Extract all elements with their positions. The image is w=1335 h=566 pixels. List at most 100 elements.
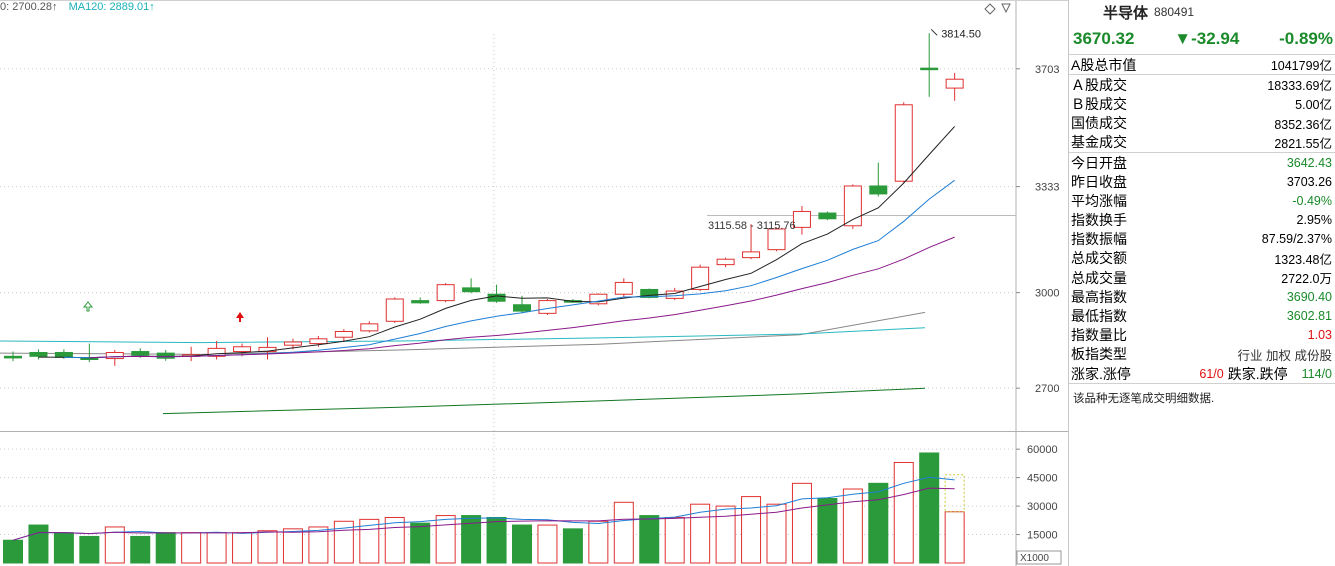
- volume-axis-label: 30000: [1027, 501, 1058, 513]
- volume-axis-label: 45000: [1027, 473, 1058, 485]
- volume-bar: [512, 524, 532, 564]
- stat-value: 1041799亿: [1270, 59, 1332, 74]
- candle-body: [843, 185, 862, 227]
- volume-bar: [842, 488, 863, 564]
- limit-up-value: 61/0: [1199, 366, 1224, 381]
- stat-row: 总成交额 1323.48亿: [1069, 249, 1335, 268]
- stat-label: 指数量比: [1071, 327, 1127, 344]
- volume-bar: [257, 530, 278, 564]
- candle-body: [589, 293, 608, 305]
- volume-bar: [868, 482, 889, 564]
- stat-rows: A股总市值 1041799亿 Ａ股成交 18333.69亿 Ｂ股成交 5.00亿 国债成交 8…: [1069, 55, 1335, 364]
- candle-body: [487, 293, 506, 302]
- volume-bar: [53, 532, 74, 564]
- ma-legend: 0: 2700.28↑ MA120: 2889.01↑: [0, 1, 163, 13]
- price-axis-label: 3333: [1035, 182, 1059, 194]
- stat-label: 最低指数: [1071, 308, 1127, 325]
- volume-bar: [537, 524, 558, 564]
- candle-body: [309, 338, 328, 345]
- candle-body: [716, 258, 735, 266]
- volume-bar: [817, 498, 838, 564]
- candle-body: [207, 347, 226, 357]
- quote-line: 3670.32 ▼-32.94 -0.89%: [1069, 24, 1335, 55]
- stat-row: 指数换手 2.95%: [1069, 211, 1335, 230]
- candle-body: [462, 287, 481, 293]
- quote-panel: 半导体 880491 3670.32 ▼-32.94 -0.89% A股总市值 1…: [1068, 0, 1335, 566]
- stat-label: 国债成交: [1071, 115, 1127, 132]
- price-change: ▼-32.94: [1174, 29, 1240, 48]
- stat-label: 指数振幅: [1071, 231, 1127, 248]
- stat-row: 最低指数 3602.81: [1069, 306, 1335, 325]
- stat-value: 行业 加权 成份股: [1237, 348, 1332, 363]
- volume-bar: [461, 515, 482, 564]
- candle-body: [385, 298, 404, 322]
- volume-bar: [232, 532, 253, 564]
- candle-body: [767, 228, 786, 251]
- price-axis-label: 3000: [1035, 288, 1059, 300]
- volume-unit-label: X1000: [1020, 553, 1049, 564]
- peak-annotation: 3814.50: [941, 28, 981, 40]
- limit-up-label: 涨家.涨停: [1071, 365, 1131, 382]
- ma120-legend: MA120: 2889.01↑: [68, 1, 155, 13]
- volume-bar: [639, 515, 660, 564]
- stat-label: 平均涨幅: [1071, 192, 1127, 209]
- volume-bar: [664, 516, 685, 564]
- stat-value: -0.49%: [1292, 193, 1332, 208]
- last-price: 3670.32: [1073, 29, 1135, 48]
- volume-bar: [791, 482, 812, 564]
- volume-bar: [690, 503, 711, 564]
- price-axis-label: 2700: [1035, 383, 1059, 395]
- candle-body: [156, 352, 175, 359]
- kline-chart[interactable]: 3703 3333 3000 2700 60000 45000 30000 15000 X100…: [0, 0, 1068, 566]
- stat-label: 昨日收盘: [1071, 173, 1127, 190]
- stat-label: 总成交额: [1071, 250, 1127, 267]
- candle-body: [233, 346, 252, 353]
- volume-bar: [308, 526, 329, 564]
- stat-row: 板指类型 行业 加权 成份股: [1069, 345, 1335, 364]
- stat-row: 基金成交 2821.55亿: [1069, 133, 1335, 153]
- candle-body: [360, 323, 379, 332]
- stat-row: 指数振幅 87.59/2.37%: [1069, 230, 1335, 249]
- stat-value: 2722.0万: [1281, 272, 1332, 287]
- stat-label: 板指类型: [1071, 346, 1127, 363]
- kline-svg[interactable]: 3703 3333 3000 2700 60000 45000 30000 15000 X100…: [0, 0, 1068, 566]
- volume-bar: [181, 532, 202, 564]
- stat-label: 最高指数: [1071, 288, 1127, 305]
- candle-body: [792, 210, 811, 228]
- limit-down-value: 114/0: [1301, 366, 1332, 381]
- volume-bar: [588, 520, 609, 564]
- stat-row: Ｂ股成交 5.00亿: [1069, 94, 1335, 113]
- stat-value: 2.95%: [1296, 213, 1332, 228]
- candle-body: [4, 355, 22, 359]
- volume-axis-label: 60000: [1027, 444, 1058, 456]
- stat-row: 指数量比 1.03: [1069, 326, 1335, 345]
- volume-bar: [410, 522, 431, 564]
- volume-bar: [333, 520, 354, 564]
- candle-body: [640, 288, 659, 298]
- stat-row: 总成交量 2722.0万: [1069, 268, 1335, 287]
- price-change-pct: -0.89%: [1279, 29, 1333, 48]
- stat-row: 今日开盘 3642.43: [1069, 153, 1335, 172]
- ma60-legend: 0: 2700.28↑: [0, 1, 58, 13]
- candle-body: [742, 251, 761, 259]
- price-axis-label: 3703: [1035, 64, 1059, 76]
- stat-label: 总成交量: [1071, 269, 1127, 286]
- volume-bar: [28, 524, 49, 564]
- index-code: 880491: [1154, 5, 1195, 19]
- stat-value: 3690.40: [1286, 289, 1332, 304]
- stat-row: 国债成交 8352.36亿: [1069, 114, 1335, 133]
- volume-forecast-outline: [944, 474, 965, 513]
- ma120-line: [0, 327, 926, 344]
- candle-body: [894, 104, 913, 182]
- limit-row: 涨家.涨停 61/0 跌家.跌停 114/0: [1069, 364, 1335, 385]
- volume-unit-box: [1016, 550, 1062, 565]
- volume-bar: [3, 539, 23, 564]
- candle-body: [513, 304, 531, 312]
- range-annotation: 3115.58 - 3115.76: [708, 220, 796, 232]
- stat-value: 87.59/2.37%: [1261, 232, 1332, 247]
- candle-body: [691, 266, 710, 290]
- volume-bar: [359, 518, 380, 564]
- candle-body: [283, 341, 302, 346]
- stat-value: 1.03: [1307, 328, 1332, 343]
- candle-body: [54, 351, 73, 358]
